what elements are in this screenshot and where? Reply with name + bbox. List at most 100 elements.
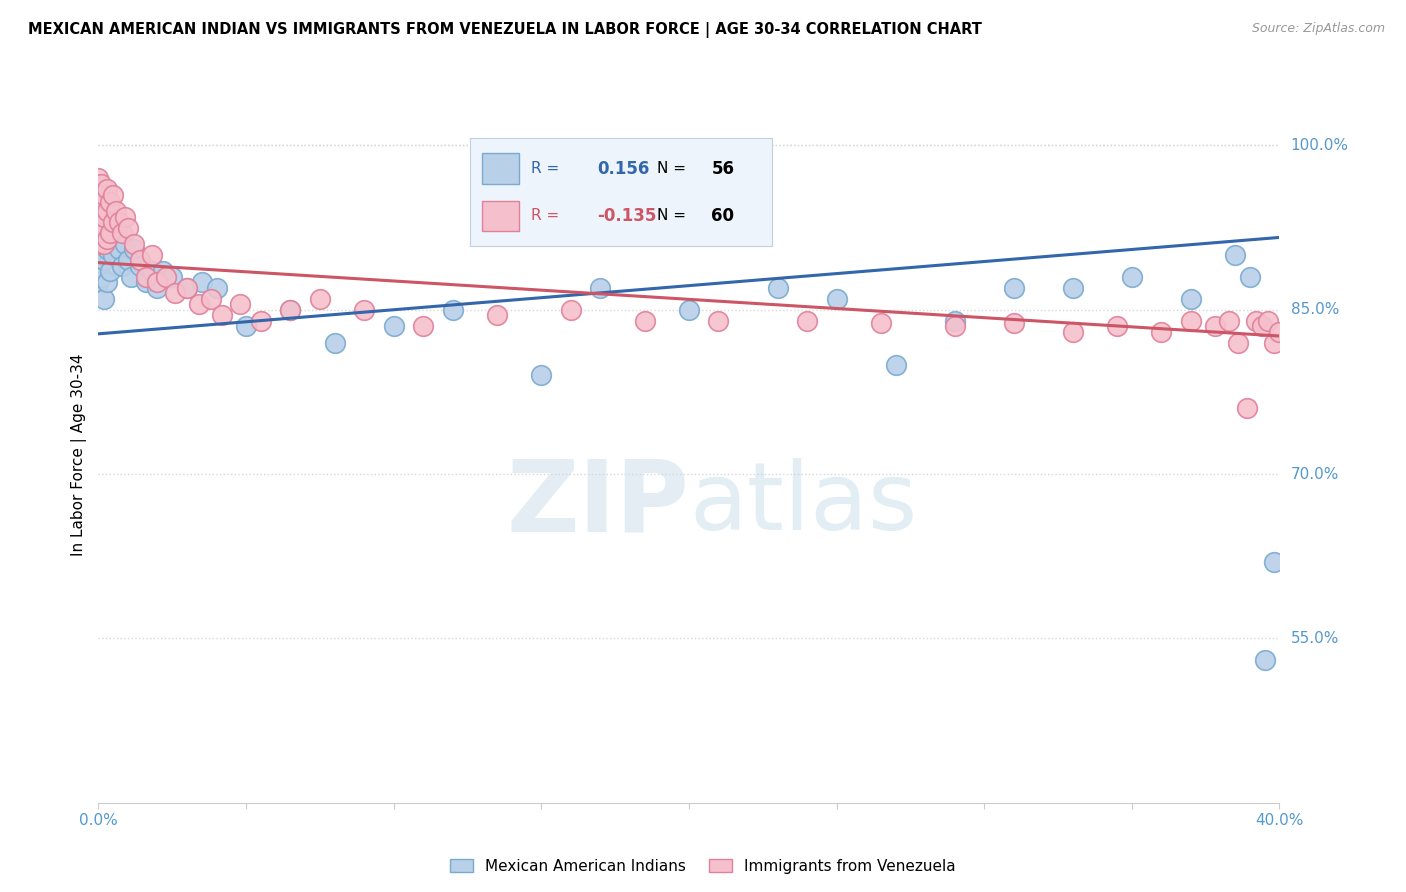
Point (678, 302, 700, 317)
Point (943, 319, 966, 334)
Point (1254, 653, 1277, 667)
Point (1002, 281, 1025, 295)
Point (87, 171, 110, 186)
Point (87, 193, 110, 207)
Point (117, 220, 139, 235)
Point (87, 237, 110, 252)
Point (90, 269, 112, 284)
Point (93, 210, 115, 224)
Point (93, 237, 115, 252)
Point (1223, 248, 1246, 262)
Point (589, 281, 612, 295)
Point (90, 215, 112, 229)
Point (1150, 325, 1173, 339)
Point (120, 269, 142, 284)
Point (560, 302, 582, 317)
Point (1121, 269, 1143, 284)
Point (114, 237, 136, 252)
Point (633, 314, 655, 328)
Point (87, 276, 110, 290)
Point (707, 314, 730, 328)
Point (1204, 319, 1226, 334)
Point (796, 314, 818, 328)
Point (93, 187, 115, 202)
Point (309, 292, 332, 306)
Point (90, 193, 112, 207)
Point (114, 210, 136, 224)
Point (146, 276, 169, 290)
Point (90, 177, 112, 191)
Point (200, 292, 222, 306)
Point (96, 243, 118, 257)
Point (96, 231, 118, 245)
Point (1180, 314, 1202, 328)
Point (98, 195, 121, 210)
Point (869, 316, 891, 330)
Point (128, 253, 150, 268)
Point (235, 319, 257, 334)
Point (93, 292, 115, 306)
Point (530, 368, 553, 383)
Point (176, 281, 198, 295)
Point (96, 210, 118, 224)
Point (943, 314, 966, 328)
Point (93, 226, 115, 240)
Point (1105, 319, 1128, 334)
Point (103, 215, 125, 229)
Point (441, 302, 464, 317)
Point (250, 314, 273, 328)
Point (1244, 314, 1267, 328)
Point (93, 199, 115, 213)
Point (205, 281, 228, 295)
Point (103, 215, 125, 229)
Text: MEXICAN AMERICAN INDIAN VS IMMIGRANTS FROM VENEZUELA IN LABOR FORCE | AGE 30-34 : MEXICAN AMERICAN INDIAN VS IMMIGRANTS FR… (28, 22, 981, 38)
Point (229, 297, 252, 311)
Point (98, 226, 121, 240)
Text: 55.0%: 55.0% (1291, 631, 1339, 646)
Point (1268, 325, 1291, 339)
Point (90, 226, 112, 240)
Point (278, 302, 302, 317)
Point (278, 302, 302, 317)
Point (825, 292, 848, 306)
Point (105, 204, 128, 219)
Point (90, 199, 112, 213)
Point (103, 187, 125, 202)
Point (187, 297, 209, 311)
Legend: Mexican American Indians, Immigrants from Venezuela: Mexican American Indians, Immigrants fro… (444, 853, 962, 880)
Point (165, 286, 187, 301)
Text: 85.0%: 85.0% (1291, 302, 1339, 318)
Point (1062, 281, 1084, 295)
Point (128, 259, 150, 273)
Point (135, 269, 157, 284)
Point (108, 243, 131, 257)
Point (111, 226, 134, 240)
Point (1180, 292, 1202, 306)
Point (176, 281, 198, 295)
Point (87, 215, 110, 229)
Text: 100.0%: 100.0% (1291, 138, 1348, 153)
Point (323, 335, 346, 350)
Point (1236, 401, 1258, 416)
Point (98, 226, 121, 240)
Point (162, 269, 183, 284)
Text: 70.0%: 70.0% (1291, 467, 1339, 482)
Point (486, 308, 509, 322)
Point (96, 204, 118, 219)
Point (87, 182, 110, 196)
Point (122, 237, 145, 252)
Point (108, 215, 131, 229)
Point (884, 358, 907, 372)
Point (1250, 319, 1272, 334)
Point (191, 276, 214, 290)
Point (1002, 316, 1025, 330)
Point (111, 259, 134, 273)
Point (146, 281, 169, 295)
Point (93, 253, 115, 268)
Point (96, 182, 118, 196)
Point (87, 248, 110, 262)
Point (1263, 335, 1285, 350)
Point (117, 253, 139, 268)
Point (122, 243, 145, 257)
Point (1062, 325, 1084, 339)
